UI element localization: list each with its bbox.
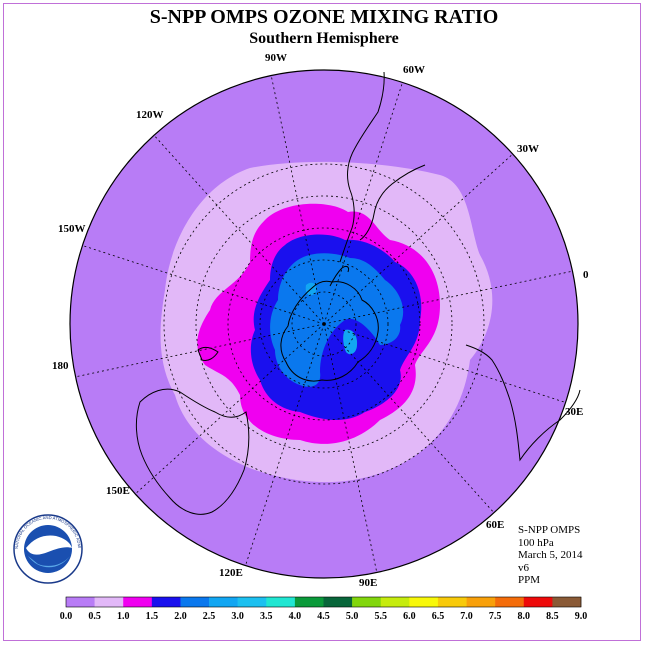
colorbar-tick-label: 3.5 <box>260 611 273 622</box>
lon-label-120w: 120W <box>136 109 164 121</box>
colorbar-tick-label: 6.5 <box>432 611 445 622</box>
latitude-circle <box>163 163 485 485</box>
meridian-line <box>82 245 325 325</box>
meridian-line <box>134 323 325 495</box>
latitude-circle <box>259 259 389 389</box>
colorbar-swatch <box>237 597 267 607</box>
map-title: S-NPP OMPS OZONE MIXING RATIO <box>149 6 499 28</box>
colorbar-swatch <box>66 597 95 607</box>
meridian-line <box>323 323 566 403</box>
colorbar-tick-label: 2.0 <box>174 611 187 622</box>
ozone-contour-2-0-2-5 <box>270 253 404 387</box>
latitude-circle <box>291 291 357 357</box>
colorbar-tick-label: 9.0 <box>575 611 588 622</box>
meridian-line <box>270 75 325 325</box>
info-instrument: S-NPP OMPS <box>518 524 581 536</box>
meridian-line <box>323 323 495 514</box>
colorbar-tick-label: 8.5 <box>546 611 559 622</box>
meridian-line <box>323 270 573 325</box>
south-america-coastline-east <box>359 164 426 241</box>
info-block: S-NPP OMPS 100 hPa March 5, 2014 v6 PPM <box>518 524 582 587</box>
meridian-line <box>323 153 514 325</box>
lon-label-30w: 30W <box>517 143 539 155</box>
colorbar-swatch <box>151 597 181 607</box>
info-units: PPM <box>518 574 541 586</box>
noaa-logo-wave-icon <box>28 556 70 568</box>
noaa-logo-ring-text: NATIONAL OCEANIC AND ATMOSPHERIC ADMINIS… <box>0 0 82 549</box>
colorbar-swatch <box>94 597 124 607</box>
lon-label-60e: 60E <box>486 519 504 531</box>
colorbar-swatch <box>294 597 324 607</box>
lon-label-90e: 90E <box>359 577 377 589</box>
colorbar-tick-label: 6.0 <box>403 611 416 622</box>
colorbar-tick-label: 7.0 <box>460 611 473 622</box>
noaa-logo: NOAA NATIONAL OCEANIC AND ATMOSPHERIC AD… <box>0 0 83 584</box>
ozone-contour-2-5-3-0 <box>343 329 358 355</box>
info-version: v6 <box>518 561 529 574</box>
colorbar-tick-label: 4.0 <box>289 611 302 622</box>
meridian-line <box>323 82 403 325</box>
lon-label-0: 0 <box>583 269 589 281</box>
noaa-logo-bird-icon <box>26 535 72 555</box>
australia-coastline <box>135 388 250 515</box>
colorbar-tick-label: 5.5 <box>374 611 387 622</box>
colorbar-tick-label: 0.0 <box>60 611 73 622</box>
colorbar-swatch <box>523 597 553 607</box>
coastlines <box>135 71 581 515</box>
colorbar-swatch <box>437 597 467 607</box>
lon-label-180: 180 <box>52 360 69 372</box>
colorbar-swatch <box>266 597 296 607</box>
colorbar-tick-label: 8.0 <box>518 611 531 622</box>
colorbar-tick-label: 0.5 <box>88 611 101 622</box>
colorbar-tick-label: 5.0 <box>346 611 359 622</box>
map-subtitle: Southern Hemisphere <box>249 30 399 47</box>
colorbar-swatch <box>466 597 496 607</box>
lon-label-120e: 120E <box>219 567 243 579</box>
colorbar-swatch <box>495 597 525 607</box>
colorbar-tick-label: 1.0 <box>117 611 130 622</box>
meridian-line <box>153 134 325 325</box>
latitude-circle <box>227 227 421 421</box>
colorbar-swatch <box>552 597 582 607</box>
colorbar-swatch <box>380 597 410 607</box>
info-level: 100 hPa <box>518 536 554 549</box>
antarctica-coastline <box>280 280 379 382</box>
lon-label-150w: 150W <box>58 223 86 235</box>
lon-label-60w: 60W <box>403 64 425 76</box>
colorbar-tick-label: 1.5 <box>146 611 159 622</box>
lon-label-150e: 150E <box>106 485 130 497</box>
colorbar-swatch <box>209 597 238 607</box>
meridian-line <box>75 323 325 378</box>
antarctic-peninsula-coastline <box>329 265 349 287</box>
colorbar-swatch <box>323 597 353 607</box>
figure-frame <box>3 3 641 641</box>
colorbar-tick-labels: 0.0 0.5 1.0 1.5 2.0 2.5 3.0 3.5 4.0 4.5 5.0 5.5 6.0 6… <box>60 611 588 622</box>
colorbar-tick-label: 2.5 <box>203 611 216 622</box>
meridian-line <box>323 323 378 573</box>
south-america-coastline <box>339 71 385 263</box>
info-date: March 5, 2014 <box>518 549 583 561</box>
colorbar-swatch <box>123 597 153 607</box>
map-border <box>69 69 579 579</box>
meridian-lines <box>75 75 573 573</box>
africa-coastline <box>465 344 581 462</box>
colorbar-tick-label: 7.5 <box>489 611 502 622</box>
colorbar-swatch <box>180 597 210 607</box>
new-zealand-coastline <box>197 346 219 361</box>
colorbar-tick-label: 4.5 <box>317 611 330 622</box>
colorbar-swatch <box>352 597 382 607</box>
noaa-logo-text: NOAA <box>35 540 62 550</box>
latitude-circle <box>195 195 453 453</box>
colorbar-swatch <box>409 597 439 607</box>
colorbar-border <box>65 596 582 608</box>
latitude-circles <box>163 163 485 485</box>
lon-label-30e: 30E <box>565 406 583 418</box>
lon-label-90w: 90W <box>265 52 287 64</box>
colorbar <box>65 596 582 608</box>
meridian-line <box>245 323 325 566</box>
colorbar-tick-label: 3.0 <box>231 611 244 622</box>
longitude-labels: 90W 60W 30W 0 30E 60E 90E 120E 150E 180 … <box>52 52 589 589</box>
